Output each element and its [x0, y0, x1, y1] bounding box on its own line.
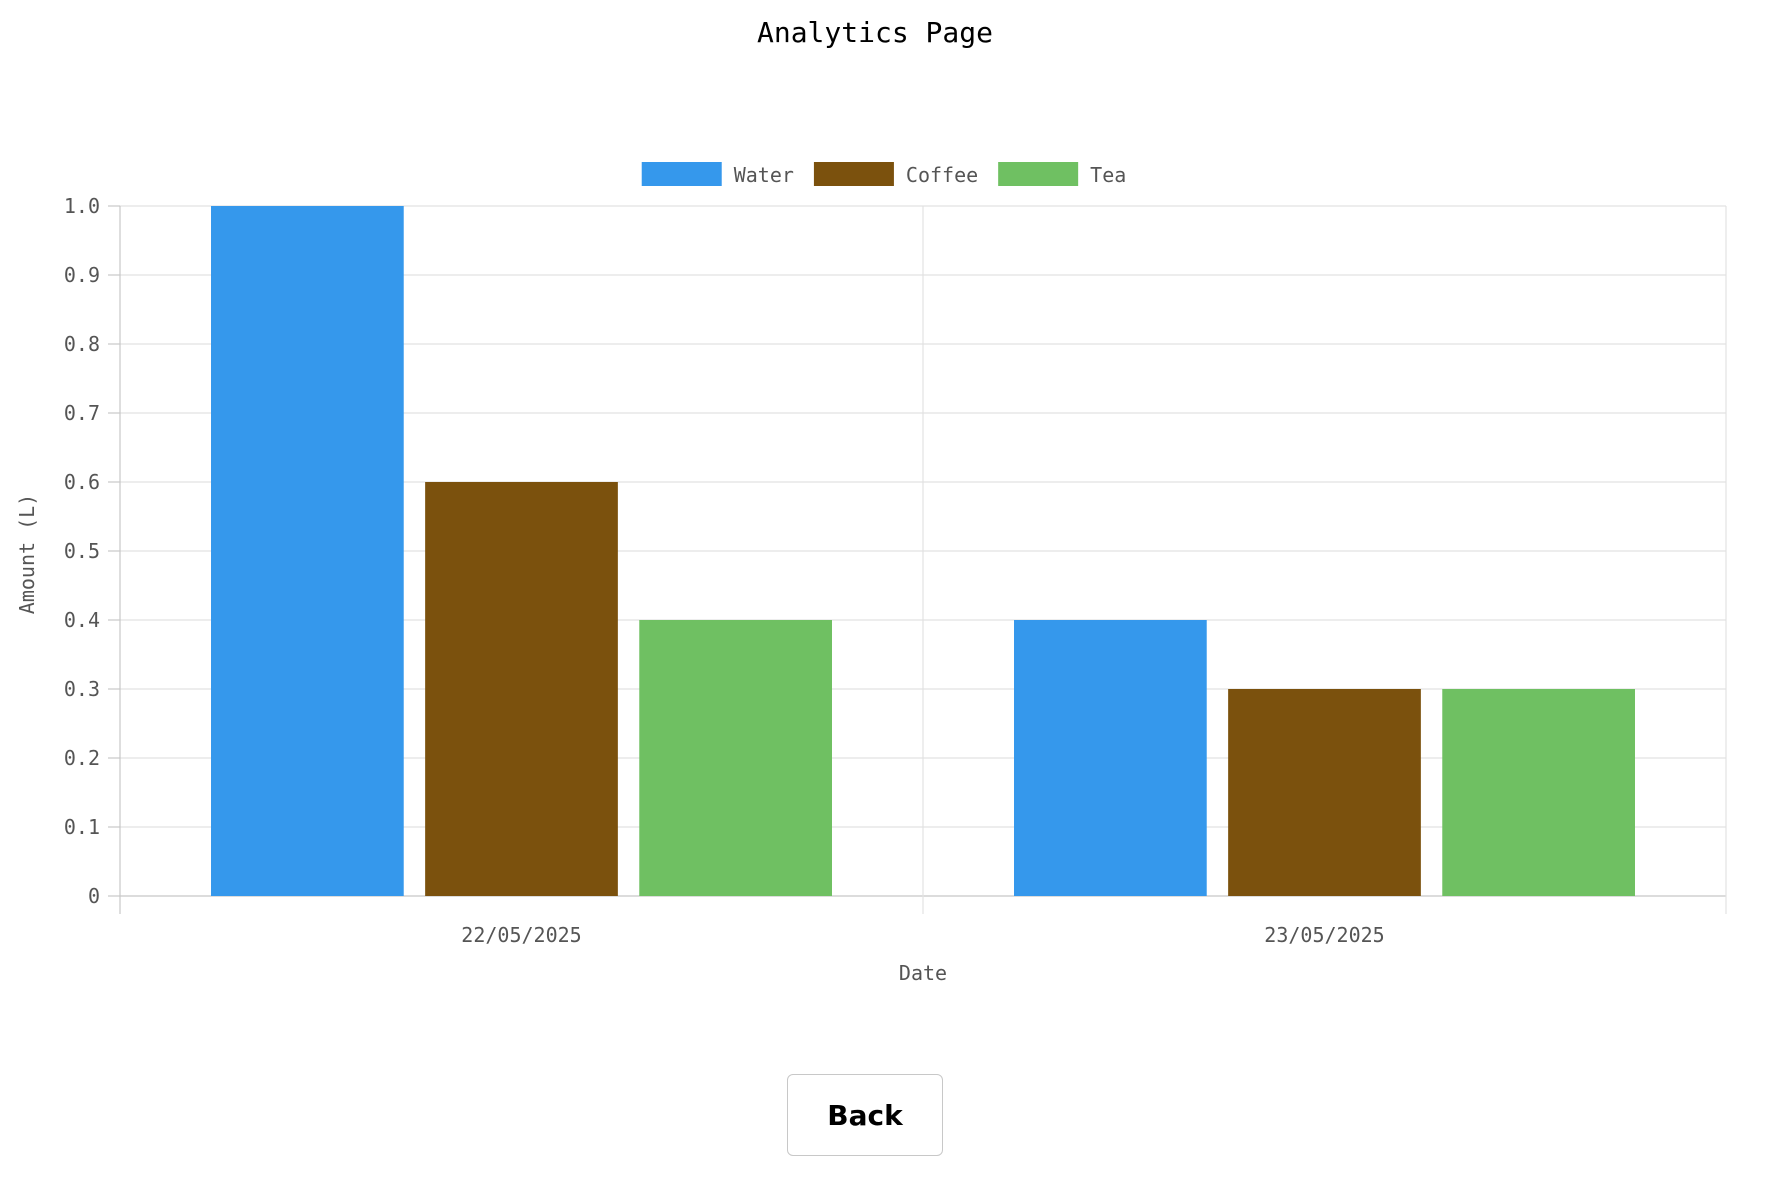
bars-layer [211, 206, 1635, 896]
x-axis-label: Date [899, 961, 947, 985]
y-tick-label: 0.3 [64, 677, 100, 701]
y-tick-label: 0.5 [64, 539, 100, 563]
y-tick-label: 0.8 [64, 332, 100, 356]
x-tick-label: 23/05/2025 [1264, 923, 1384, 947]
bar-water-2[interactable] [1014, 620, 1207, 896]
legend-label-coffee[interactable]: Coffee [906, 163, 978, 187]
y-axis-label: Amount (L) [15, 494, 39, 614]
y-tick-label: 0 [88, 884, 100, 908]
y-tick-label: 0.9 [64, 263, 100, 287]
axis-layer: 0 0.1 0.2 0.3 0.4 0.5 0.6 0.7 0.8 0.9 1.0 22/05/202… [64, 194, 1385, 947]
y-tick-label: 1.0 [64, 194, 100, 218]
y-tick-label: 0.4 [64, 608, 100, 632]
bar-coffee-1[interactable] [425, 482, 618, 896]
back-button[interactable]: Back [787, 1074, 943, 1156]
legend[interactable]: Water Coffee Tea [641, 162, 1127, 187]
legend-label-tea[interactable]: Tea [1090, 163, 1126, 187]
chart-container: 0 0.1 0.2 0.3 0.4 0.5 0.6 0.7 0.8 0.9 1.0 22/05/202… [0, 140, 1778, 1020]
y-tick-label: 0.2 [64, 746, 100, 770]
bar-tea-1[interactable] [639, 620, 832, 896]
y-tick-label: 0.7 [64, 401, 100, 425]
bar-water-1[interactable] [211, 206, 404, 896]
y-tick-label: 0.1 [64, 815, 100, 839]
legend-swatch-water[interactable] [641, 162, 722, 186]
y-tick-label: 0.6 [64, 470, 100, 494]
legend-swatch-coffee[interactable] [813, 162, 894, 186]
x-tick-label: 22/05/2025 [461, 923, 581, 947]
bar-coffee-2[interactable] [1228, 689, 1421, 896]
bar-tea-2[interactable] [1442, 689, 1635, 896]
legend-label-water[interactable]: Water [734, 163, 794, 187]
page-title: Analytics Page [756, 16, 993, 49]
legend-swatch-tea[interactable] [998, 162, 1079, 186]
bar-chart: 0 0.1 0.2 0.3 0.4 0.5 0.6 0.7 0.8 0.9 1.0 22/05/202… [15, 162, 1727, 985]
